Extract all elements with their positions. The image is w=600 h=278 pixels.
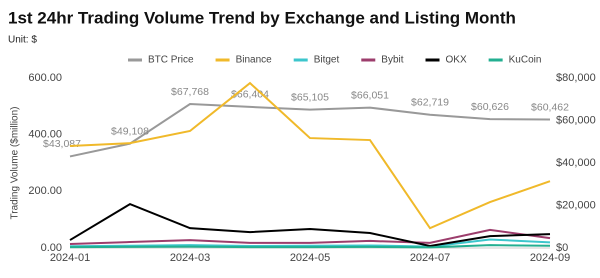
y2-tick-label: $40,000 xyxy=(556,157,596,169)
legend-label: BTC Price xyxy=(148,55,194,66)
y-tick-label: 200.00 xyxy=(28,185,62,197)
data-label: $66,051 xyxy=(351,89,389,101)
y2-tick-label: $60,000 xyxy=(556,114,596,126)
data-label: $43,087 xyxy=(43,138,81,150)
legend-label: KuCoin xyxy=(509,55,542,66)
series-line xyxy=(69,81,551,230)
data-label: $65,105 xyxy=(291,91,329,103)
data-label: $67,768 xyxy=(171,86,209,98)
y-tick-label: 400.00 xyxy=(28,129,62,141)
x-tick-label: 2024-09 xyxy=(530,252,570,264)
data-label: $49,108 xyxy=(111,125,149,137)
chart-subtitle: Unit: $ xyxy=(8,35,37,46)
data-label: $60,626 xyxy=(471,101,509,113)
y-tick-label: 600.00 xyxy=(28,72,62,84)
y2-tick-label: $20,000 xyxy=(556,199,596,211)
x-tick-label: 2024-07 xyxy=(410,252,450,264)
y2-tick-label: $80,000 xyxy=(556,72,596,84)
data-label: $60,462 xyxy=(531,101,569,113)
y-tick-label: 0.00 xyxy=(41,242,62,254)
series-line xyxy=(69,238,551,248)
series-line xyxy=(69,228,551,246)
x-tick-label: 2024-01 xyxy=(50,252,90,264)
x-tick-label: 2024-05 xyxy=(290,252,330,264)
series-line xyxy=(69,202,551,248)
y-axis-label: Trading Volume ($million) xyxy=(10,106,21,219)
chart-title: 1st 24hr Trading Volume Trend by Exchang… xyxy=(8,8,516,27)
legend-label: Bitget xyxy=(314,55,340,66)
y2-tick-label: $0 xyxy=(556,242,568,254)
series-line xyxy=(69,244,551,249)
data-label: $62,719 xyxy=(411,97,449,109)
legend-label: OKX xyxy=(446,55,467,66)
x-tick-label: 2024-03 xyxy=(170,252,210,264)
series-line xyxy=(69,102,551,158)
legend-label: Binance xyxy=(236,55,273,66)
legend-label: Bybit xyxy=(381,55,403,66)
